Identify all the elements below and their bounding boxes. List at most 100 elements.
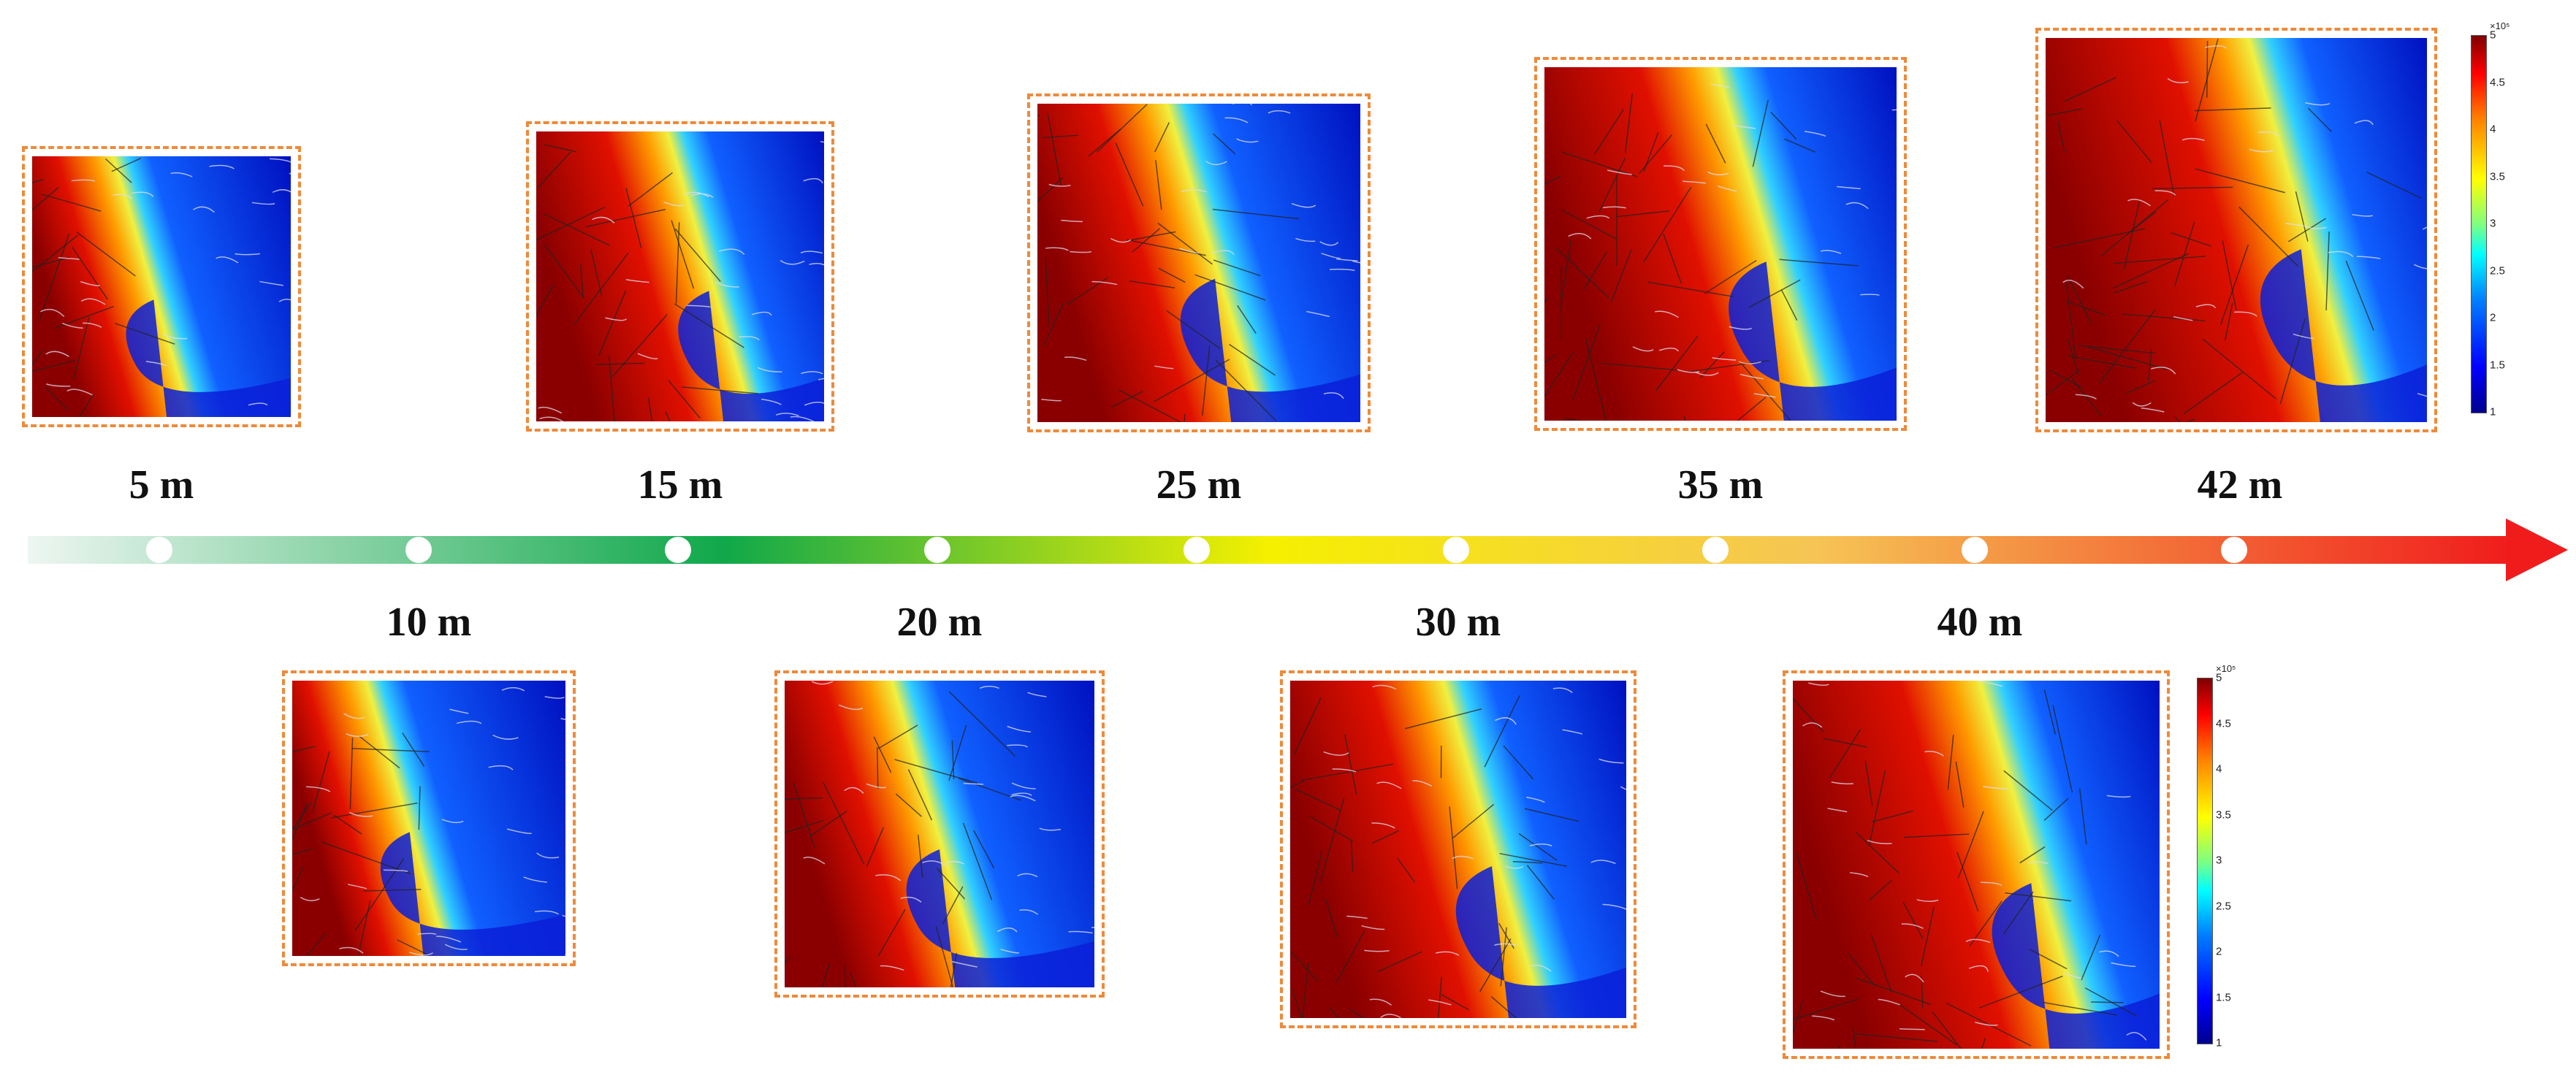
fracture-line	[2090, 1001, 2124, 1003]
natural-fracture	[2305, 102, 2331, 106]
natural-fracture	[339, 946, 364, 954]
fracture-line	[2345, 260, 2374, 331]
stage-label-35m: 35 m	[1677, 462, 1764, 508]
natural-fracture	[1268, 110, 1291, 114]
fracture-line	[1129, 280, 1175, 288]
fracture-line	[2057, 120, 2065, 152]
natural-fracture	[1529, 843, 1552, 846]
colorbar-bottom: ×10⁵ 1 1.5 2 2.5 3 3.5 4 4.5 5	[2197, 663, 2241, 1049]
fracture-line	[32, 186, 59, 211]
timeline-marker	[146, 537, 172, 563]
fracture-line	[76, 232, 136, 277]
natural-fracture	[62, 322, 83, 329]
fracture-line	[1921, 906, 1935, 967]
fracture-line	[2052, 705, 2073, 793]
natural-fracture	[523, 876, 547, 883]
field-background	[292, 681, 565, 956]
colorbar-tick-label: 5	[2490, 28, 2496, 42]
fracture-line	[1770, 111, 1797, 140]
fracture-line	[1868, 770, 1886, 846]
fracture-line	[2152, 186, 2233, 190]
fracture-line	[2068, 355, 2137, 370]
natural-fracture	[1632, 346, 1654, 352]
fracture-line	[877, 909, 906, 957]
natural-fracture	[2062, 280, 2084, 289]
colorbar-tick-label: 4.5	[2490, 76, 2505, 88]
natural-fracture	[1332, 768, 1357, 773]
natural-fracture	[58, 257, 80, 260]
natural-fracture	[1586, 215, 1610, 219]
natural-fracture	[715, 281, 739, 288]
fracture-line	[42, 194, 102, 212]
fracture-line	[596, 362, 645, 365]
natural-fracture	[1070, 250, 1092, 253]
colorbar-tick-label: 4	[2490, 123, 2496, 136]
stage-label-5m: 5 m	[129, 462, 194, 508]
natural-fracture	[1899, 1028, 1925, 1030]
field-plot	[1037, 104, 1360, 422]
natural-fracture	[40, 308, 65, 318]
fracture-line	[1748, 279, 1801, 308]
natural-fracture	[1045, 247, 1069, 251]
fracture-line	[1166, 310, 1221, 350]
colorbar-tick-label: 2.5	[2216, 900, 2231, 912]
natural-fracture	[80, 280, 100, 286]
natural-fracture	[83, 322, 102, 328]
natural-fracture	[997, 927, 1018, 933]
fracture-line	[2081, 934, 2101, 981]
natural-fracture	[145, 361, 167, 367]
fracture-line	[948, 724, 967, 781]
fracture-line	[544, 144, 577, 153]
fracture-line	[1213, 259, 1261, 277]
natural-fracture	[170, 172, 193, 177]
natural-fracture	[1091, 927, 1094, 929]
natural-fracture	[1598, 758, 1624, 764]
natural-fracture	[2356, 256, 2381, 259]
fracture-line	[292, 802, 308, 842]
fracture-line	[2078, 788, 2087, 845]
fracture-line	[1158, 267, 1186, 283]
natural-fracture	[2422, 226, 2427, 230]
natural-fracture	[1663, 165, 1685, 172]
colorbar-exponent: ×10⁵	[2490, 20, 2510, 31]
fracture-line	[2186, 418, 2195, 422]
colorbar-gradient	[2197, 678, 2213, 1044]
fracture-line	[674, 228, 721, 282]
natural-fracture	[1372, 684, 1397, 690]
natural-fracture	[278, 299, 291, 302]
fracture-line	[1610, 249, 1632, 302]
natural-fracture	[1901, 923, 1924, 929]
fracture-line	[2366, 172, 2422, 199]
natural-fracture	[1224, 117, 1249, 123]
natural-fracture	[417, 933, 437, 936]
natural-fracture	[1562, 729, 1582, 735]
natural-fracture	[1607, 169, 1632, 175]
fracture-line	[2279, 318, 2306, 405]
natural-fracture	[1590, 860, 1616, 865]
fracture-line	[53, 306, 114, 329]
fracture-line	[2005, 892, 2072, 902]
colorbar-tick-label: 4	[2216, 762, 2222, 776]
low-pressure-region	[1992, 883, 2160, 1049]
natural-fracture	[1494, 943, 1518, 946]
natural-fracture	[818, 378, 824, 380]
natural-fracture	[209, 164, 235, 169]
timeline-marker	[2221, 537, 2247, 563]
fracture-line	[45, 386, 69, 411]
natural-fracture	[46, 383, 71, 387]
fracture-line	[873, 736, 892, 773]
fracture-line	[951, 740, 955, 779]
fracture-line	[1704, 260, 1757, 294]
panel-35m	[1534, 57, 1907, 431]
natural-fracture	[1739, 373, 1764, 380]
natural-fracture	[45, 351, 69, 357]
fracture-line	[1956, 852, 1979, 911]
fracture-line	[292, 746, 316, 753]
fracture-line	[2003, 891, 2034, 935]
natural-fracture	[2062, 972, 2082, 979]
natural-fracture	[456, 720, 482, 724]
fracture-line	[2159, 120, 2175, 196]
fracture-line	[1319, 798, 1345, 883]
natural-fracture	[1329, 268, 1355, 271]
